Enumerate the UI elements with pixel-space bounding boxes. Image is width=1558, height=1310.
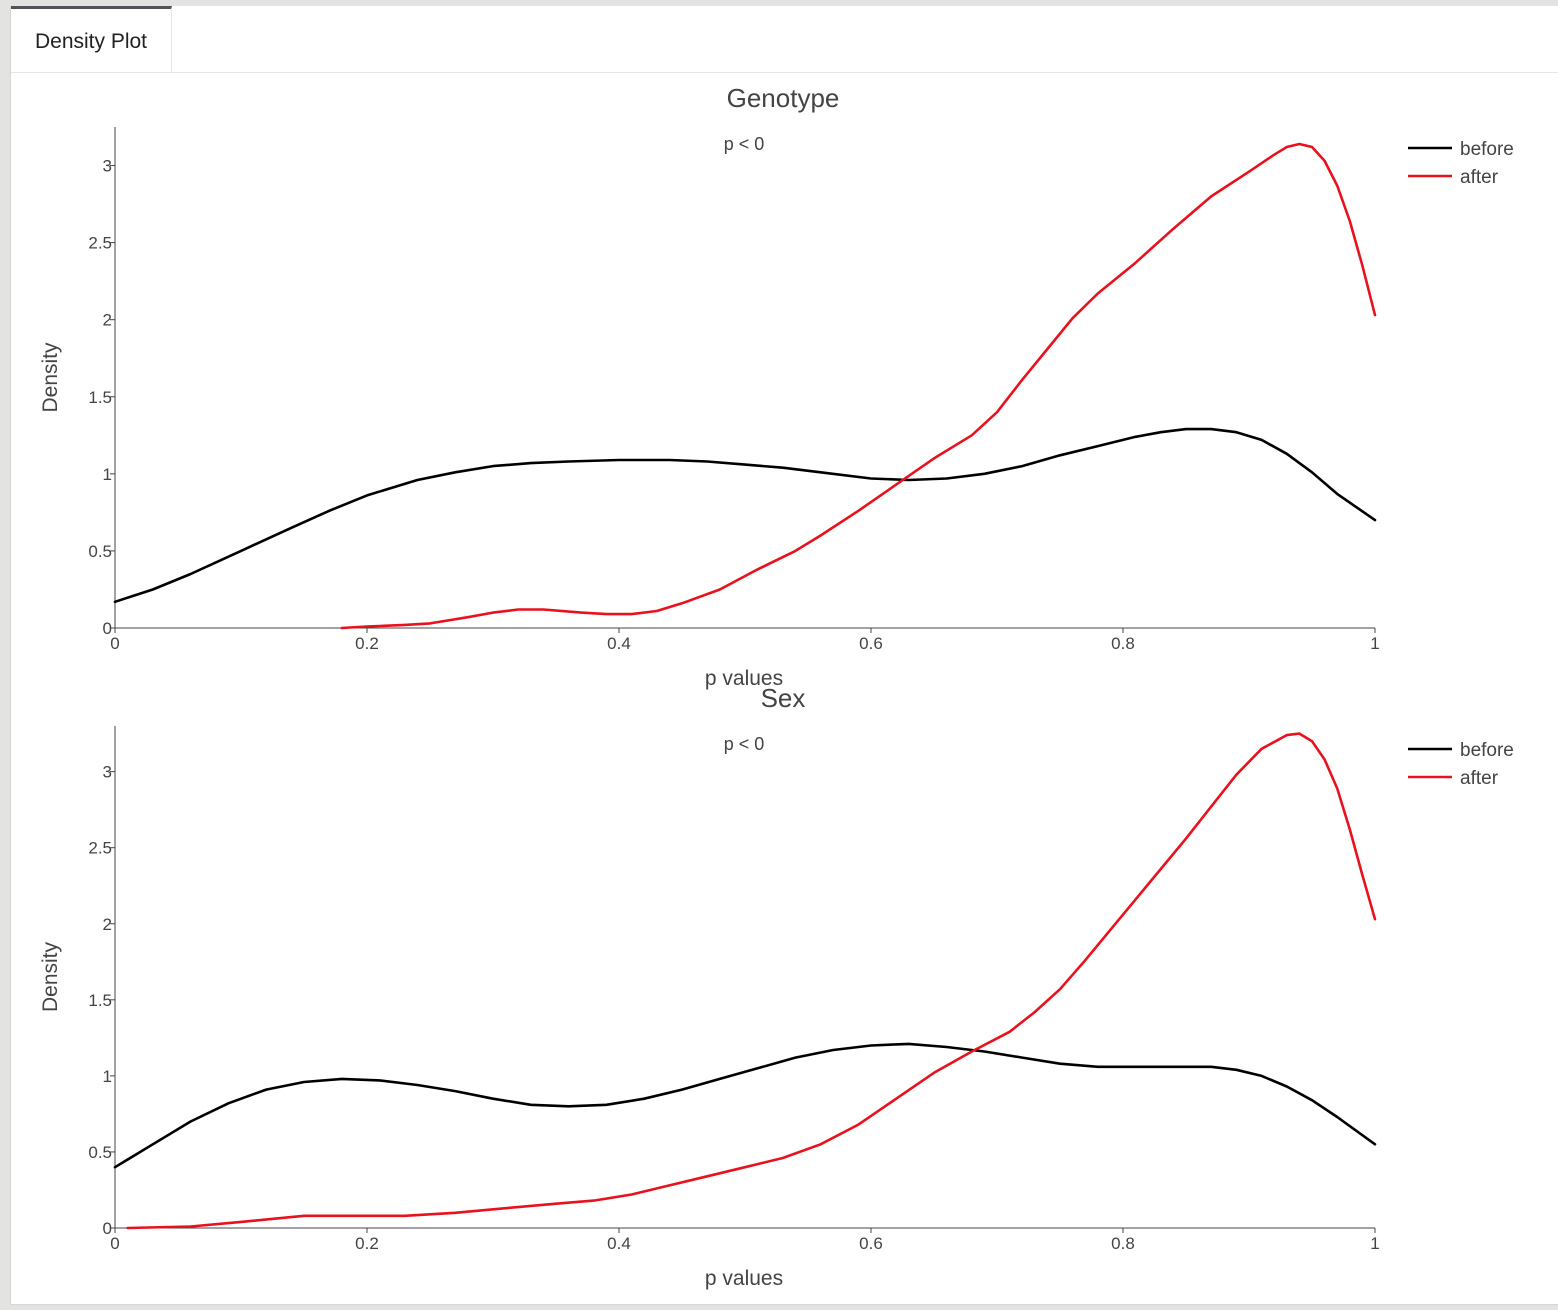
x-tick-label: 0.2: [355, 634, 379, 653]
x-tick-label: 0.6: [859, 634, 883, 653]
y-tick-label: 3: [103, 763, 112, 782]
y-axis-label: Density: [39, 342, 62, 413]
y-axis-label: Density: [39, 941, 62, 1012]
y-tick-label: 2.5: [88, 234, 112, 253]
p-value-annotation: p < 0: [724, 734, 765, 754]
y-tick-label: 2: [103, 311, 112, 330]
y-tick-label: 0: [103, 619, 112, 638]
tab-bar: Density Plot: [11, 6, 1558, 73]
y-tick-label: 1.5: [88, 991, 112, 1010]
x-tick-label: 0.8: [1111, 634, 1135, 653]
y-tick-label: 0: [103, 1219, 112, 1238]
x-axis-label: p values: [705, 1267, 783, 1290]
y-tick-label: 3: [103, 157, 112, 176]
x-tick-label: 1: [1370, 1234, 1379, 1253]
y-tick-label: 2.5: [88, 839, 112, 858]
x-tick-label: 0.4: [607, 634, 631, 653]
series-line-after: [126, 732, 1377, 1230]
legend-label-after: after: [1460, 768, 1499, 789]
x-tick-label: 0.8: [1111, 1234, 1135, 1253]
x-tick-label: 0.6: [859, 1234, 883, 1253]
x-axis-label: p values: [705, 667, 783, 690]
y-tick-label: 0.5: [88, 1143, 112, 1162]
p-value-annotation: p < 0: [724, 134, 765, 154]
y-tick-label: 0.5: [88, 542, 112, 561]
y-tick-label: 1.5: [88, 388, 112, 407]
y-tick-label: 2: [103, 915, 112, 934]
series-line-before: [113, 427, 1377, 604]
series-line-after: [340, 142, 1377, 630]
x-tick-label: 0.4: [607, 1234, 631, 1253]
tab-density-plot[interactable]: Density Plot: [11, 6, 172, 72]
x-tick-label: 0: [110, 634, 119, 653]
x-tick-label: 0: [110, 1234, 119, 1253]
series-line-before: [113, 1042, 1377, 1169]
y-tick-label: 1: [103, 465, 112, 484]
legend-label-before: before: [1460, 740, 1514, 761]
legend-label-before: before: [1460, 139, 1514, 160]
y-tick-label: 1: [103, 1067, 112, 1086]
legend-label-after: after: [1460, 167, 1499, 188]
x-tick-label: 1: [1370, 634, 1379, 653]
x-tick-label: 0.2: [355, 1234, 379, 1253]
chart-title: Sex: [761, 683, 806, 713]
chart-title: Genotype: [727, 83, 840, 113]
